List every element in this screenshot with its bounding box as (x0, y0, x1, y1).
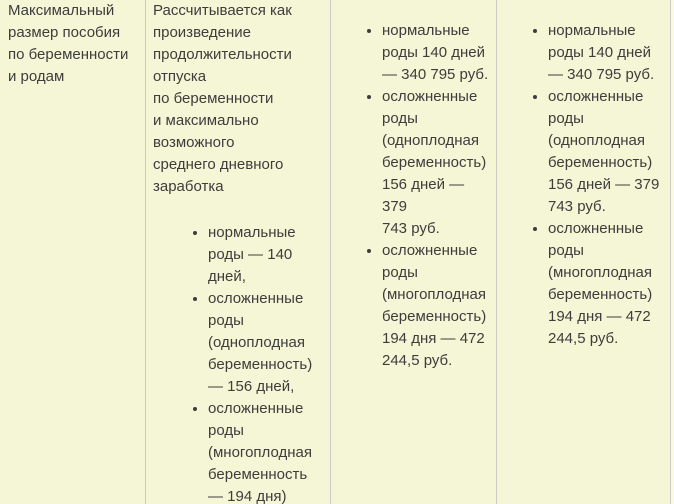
page-background-strip (671, 0, 674, 504)
list-item: нормальные роды 140 дней — 340 795 руб. (382, 20, 489, 86)
list-item: осложненные роды (одноплодная беременнос… (548, 86, 663, 218)
list-item: осложненные роды (одноплодная беременнос… (208, 288, 323, 398)
benefit-term-text: Максимальный размер пособия по беременно… (8, 2, 129, 85)
list-item: нормальные роды 140 дней — 340 795 руб. (548, 20, 663, 86)
list-item: осложненные роды (многоплодная беременно… (208, 398, 323, 504)
leave-duration-list: нормальные роды — 140 дней, осложненные … (153, 222, 323, 504)
cell-benefit-amounts-2: нормальные роды 140 дней — 340 795 руб. … (497, 0, 671, 504)
list-item: осложненные роды (многоплодная беременно… (548, 218, 663, 350)
list-item: нормальные роды — 140 дней, (208, 222, 323, 288)
calculation-rule-text: Рассчитывается как произведение продолжи… (153, 2, 292, 195)
cell-benefit-term: Максимальный размер пособия по беременно… (0, 0, 146, 504)
cell-calculation-rule: Рассчитывается как произведение продолжи… (146, 0, 331, 504)
list-item: осложненные роды (одноплодная беременнос… (382, 86, 489, 240)
benefit-amounts-list: нормальные роды 140 дней — 340 795 руб. … (504, 20, 663, 350)
list-item: осложненные роды (многоплодная беременно… (382, 240, 489, 372)
cell-benefit-amounts-1: нормальные роды 140 дней — 340 795 руб. … (331, 0, 497, 504)
benefit-amounts-list: нормальные роды 140 дней — 340 795 руб. … (338, 20, 489, 372)
